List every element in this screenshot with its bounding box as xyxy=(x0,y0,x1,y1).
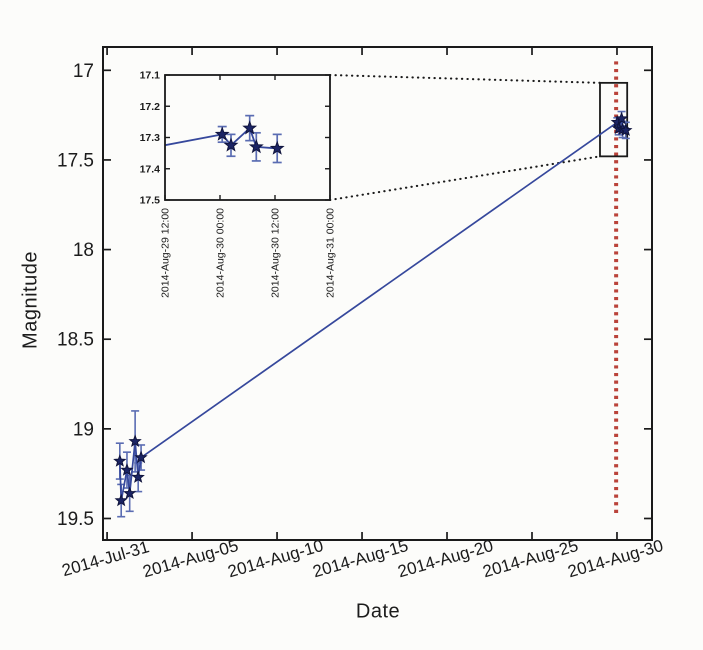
y-tick-label: 17 xyxy=(73,61,94,82)
star-marker xyxy=(123,486,137,500)
inset-y-tick-label: 17.3 xyxy=(140,132,161,144)
main-axes xyxy=(102,46,653,541)
inset-x-tick-label: 2014-Aug-29 12:00 xyxy=(160,208,172,298)
star-marker xyxy=(214,126,230,141)
inset-y-tick-label: 17.2 xyxy=(140,101,161,113)
zoom-connector-top xyxy=(328,73,602,84)
inset-x-tick-label: 2014-Aug-31 00:00 xyxy=(325,208,337,298)
star-marker xyxy=(114,493,128,507)
inset-data xyxy=(165,114,285,164)
star-marker xyxy=(614,111,629,125)
zoom-region-box xyxy=(599,81,629,158)
inset-background xyxy=(165,75,330,200)
y-tick-label: 18 xyxy=(73,240,94,261)
x-axis-title: Date xyxy=(355,600,401,623)
zoom-connector-bottom xyxy=(328,155,602,202)
data-point-markers xyxy=(214,120,285,155)
y-axis-title: Magnitude xyxy=(19,251,42,349)
star-marker xyxy=(128,434,142,448)
star-marker xyxy=(134,450,148,464)
inset-y-tick-label: 17.1 xyxy=(140,70,161,82)
y-tick-label: 17.5 xyxy=(57,150,94,171)
inset-y-ticks: 17.1 17.2 17.3 17.4 17.5 xyxy=(140,70,330,207)
star-marker xyxy=(113,454,127,467)
star-marker xyxy=(619,123,633,137)
inset-x-tick-label: 2014-Aug-30 12:00 xyxy=(270,208,282,298)
star-marker xyxy=(120,463,134,476)
inset-y-tick-label: 17.4 xyxy=(140,163,161,175)
inset-x-tick-label: 2014-Aug-30 00:00 xyxy=(215,208,227,298)
star-marker xyxy=(269,140,285,155)
data-point-markers xyxy=(113,111,633,507)
inset-x-ticks: 2014-Aug-29 12:00 2014-Aug-30 00:00 2014-A… xyxy=(160,75,337,298)
y-tick-label: 19 xyxy=(73,419,94,440)
star-marker xyxy=(242,120,258,135)
main-y-ticks: 17 17.5 18 18.5 19 19.5 xyxy=(57,61,652,530)
star-marker xyxy=(248,139,264,154)
star-marker xyxy=(223,137,239,152)
inset-axes: 2014-Aug-29 12:00 2014-Aug-30 00:00 2014-A… xyxy=(140,70,337,298)
main-plot-frame xyxy=(102,46,653,541)
inset-y-tick-label: 17.5 xyxy=(140,195,161,207)
y-tick-label: 19.5 xyxy=(57,509,94,530)
y-tick-label: 18.5 xyxy=(57,330,94,351)
star-marker xyxy=(131,470,145,483)
